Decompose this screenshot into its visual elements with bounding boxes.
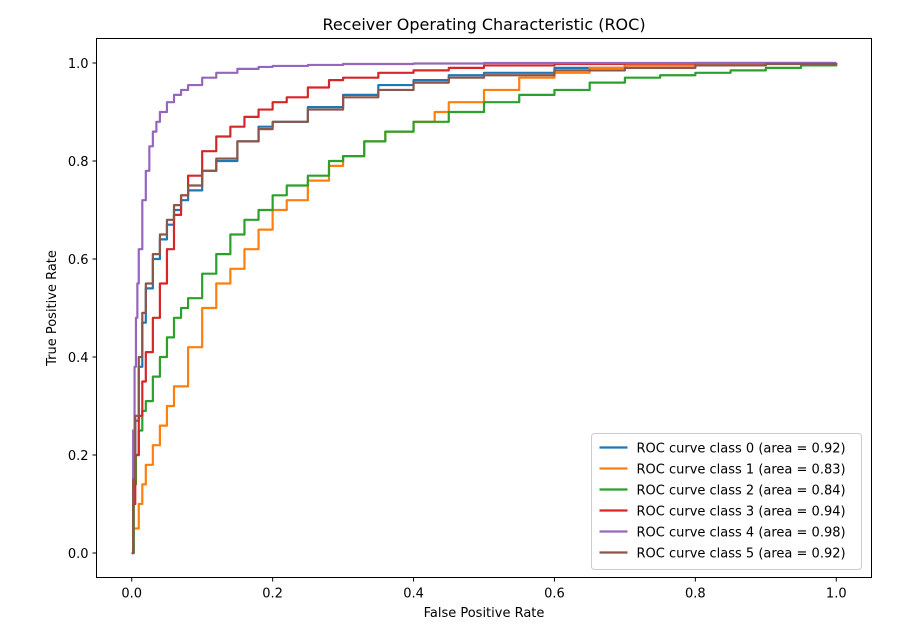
y-tick-label: 0.0 (68, 547, 89, 562)
plot-frame (96, 38, 872, 578)
legend-label-class-4: ROC curve class 4 (area = 0.98) (637, 526, 846, 541)
roc-curve-class-5 (131, 62, 838, 555)
x-tick-label: 1.0 (826, 587, 847, 602)
x-axis-ticks: 0.0 0.2 0.4 0.6 0.8 1.0 (121, 577, 847, 602)
legend-label-class-0: ROC curve class 0 (area = 0.92) (637, 442, 846, 457)
legend-label-class-3: ROC curve class 3 (area = 0.94) (637, 505, 846, 520)
y-tick-label: 0.2 (68, 449, 89, 464)
y-tick-label: 0.6 (68, 253, 89, 268)
legend-box (591, 433, 862, 570)
y-tick-label: 0.8 (68, 155, 89, 170)
legend-label-class-5: ROC curve class 5 (area = 0.92) (637, 547, 846, 562)
x-tick-label: 0.6 (544, 587, 565, 602)
x-tick-label: 0.2 (262, 587, 283, 602)
y-axis-label: True Positive Rate (45, 250, 60, 367)
y-axis-ticks: 0.0 0.2 0.4 0.6 0.8 1.0 (68, 57, 97, 562)
x-axis-label: False Positive Rate (424, 606, 545, 621)
roc-curves (131, 61, 838, 555)
legend: ROC curve class 0 (area = 0.92) ROC curve… (591, 433, 862, 570)
x-tick-label: 0.8 (685, 587, 706, 602)
y-tick-label: 0.4 (68, 351, 89, 366)
x-tick-label: 0.0 (121, 587, 142, 602)
roc-curve-class-3 (131, 61, 837, 555)
legend-label-class-2: ROC curve class 2 (area = 0.84) (637, 484, 846, 499)
chart-title: Receiver Operating Characteristic (ROC) (322, 15, 645, 34)
roc-curve-class-4 (131, 61, 837, 555)
y-tick-label: 1.0 (68, 57, 89, 72)
legend-label-class-1: ROC curve class 1 (area = 0.83) (637, 463, 846, 478)
x-tick-label: 0.4 (403, 587, 424, 602)
roc-curve-class-2 (131, 63, 838, 555)
